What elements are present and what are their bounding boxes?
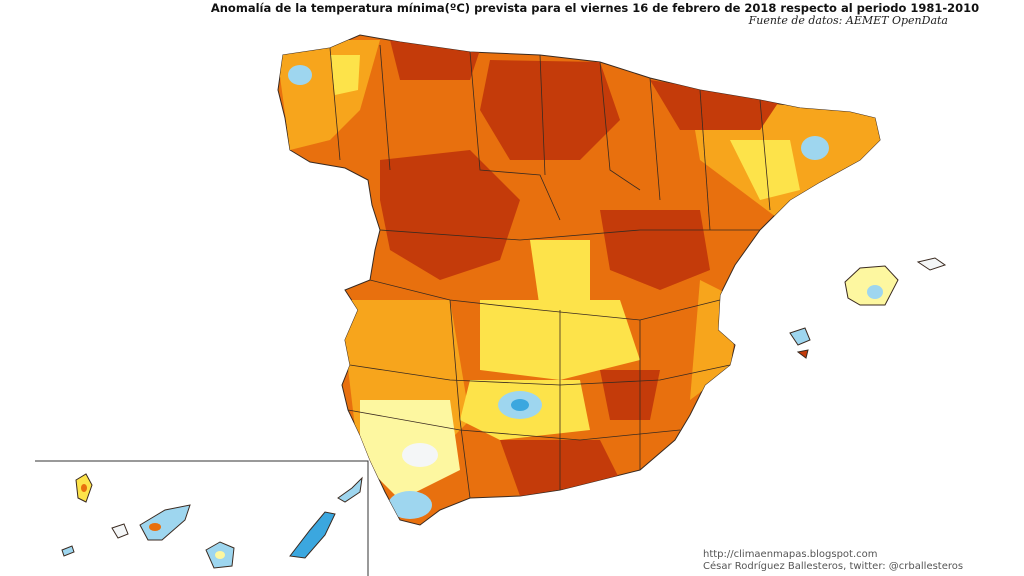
credit-url[interactable]: http://climaenmapas.blogspot.com <box>703 549 878 560</box>
zone-castilla-leon-west <box>380 150 520 280</box>
zone-cool-cadiz <box>388 491 432 519</box>
fuerteventura <box>289 511 336 559</box>
la-gomera <box>111 523 129 539</box>
ibiza <box>789 327 811 346</box>
zone-cool-pyrenees <box>801 136 829 160</box>
zone-madrid-toledo <box>530 240 590 310</box>
menorca <box>916 257 947 271</box>
zone-albacete <box>600 370 660 420</box>
zone-cold-jaen <box>511 399 529 411</box>
formentera <box>796 349 809 359</box>
zone-cool-mallorca <box>867 285 883 299</box>
lanzarote <box>337 476 363 503</box>
zone-coruna <box>330 55 360 95</box>
inset-frame <box>35 460 369 576</box>
map-title: Anomalía de la temperatura mínima(ºC) pr… <box>210 1 980 15</box>
tenerife <box>139 504 191 541</box>
zone-gran-canaria-light <box>215 551 225 559</box>
province-borders <box>329 44 771 499</box>
mallorca <box>844 265 899 306</box>
zone-burgos <box>480 60 620 160</box>
zone-la-palma-warm <box>81 484 87 492</box>
canary-inset <box>35 460 369 576</box>
iberian-peninsula <box>277 34 881 526</box>
data-source: Fuente de datos: AEMET OpenData <box>748 14 948 27</box>
zone-tenerife-warm <box>149 523 161 531</box>
el-hierro <box>61 545 75 557</box>
zone-navarra <box>650 80 780 130</box>
zone-lleida <box>730 140 800 200</box>
zone-cantabrian <box>390 40 480 80</box>
zone-cool-galicia <box>288 65 312 85</box>
balearic-islands <box>789 257 947 359</box>
credit-author: César Rodríguez Ballesteros, twitter: @c… <box>703 561 964 572</box>
zone-neutral-huelva <box>402 443 438 467</box>
